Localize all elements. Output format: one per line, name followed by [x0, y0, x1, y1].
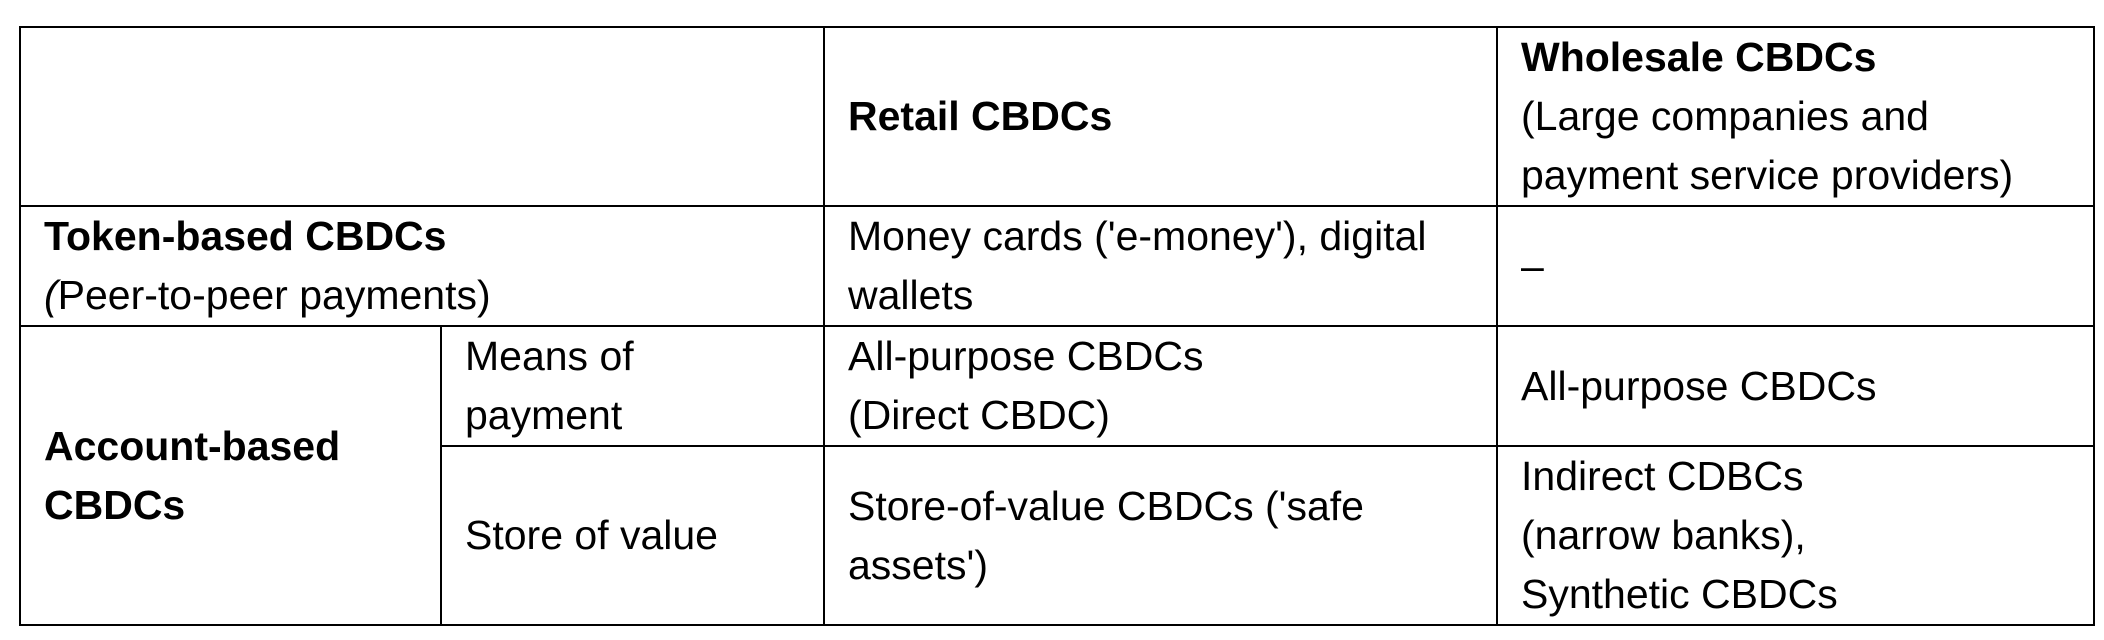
token-based-title: Token-based CBDCs — [44, 213, 447, 259]
means-of-payment-wholesale-cell: All-purpose CBDCs — [1496, 325, 2095, 447]
store-of-value-retail-cell: Store-of-value CBDCs ('safe assets') — [823, 445, 1498, 626]
means-of-payment-line-2: payment — [465, 392, 623, 438]
token-based-subtitle-text: Peer-to-peer payments) — [57, 272, 491, 318]
means-wholesale-text: All-purpose CBDCs — [1521, 362, 1877, 409]
store-of-value-label: Store of value — [465, 512, 718, 558]
store-wholesale-line-1: Indirect CDBCs — [1521, 453, 1804, 499]
wholesale-subtitle-line-1: (Large companies and — [1521, 93, 1929, 139]
retail-cbdcs-heading: Retail CBDCs — [848, 93, 1113, 139]
token-based-label-cell: Token-based CBDCs (Peer-to-peer payments… — [19, 205, 825, 327]
account-store-of-value-row: Store of value Store-of-value CBDCs ('sa… — [20, 445, 2095, 626]
wholesale-cbdcs-heading: Wholesale CBDCs — [1521, 34, 1877, 80]
cbdc-classification-table: Retail CBDCs Wholesale CBDCs (Large comp… — [19, 26, 2095, 626]
token-based-wholesale-cell: – — [1496, 205, 2095, 327]
token-based-subtitle: (Peer-to-peer payments) — [44, 266, 822, 324]
store-retail-line-1: Store-of-value CBDCs ('safe — [848, 482, 1364, 529]
store-retail-line-2: assets') — [848, 541, 988, 588]
token-based-row: Token-based CBDCs (Peer-to-peer payments… — [19, 205, 2095, 327]
token-retail-line-2: wallets — [848, 272, 974, 318]
means-of-payment-label-cell: Means of payment — [440, 325, 825, 447]
header-empty-cell — [19, 26, 825, 207]
header-row: Retail CBDCs Wholesale CBDCs (Large comp… — [19, 26, 2095, 207]
means-retail-line-1: All-purpose CBDCs — [848, 333, 1204, 379]
means-of-payment-retail-cell: All-purpose CBDCs (Direct CBDC) — [823, 325, 1498, 447]
header-wholesale-cell: Wholesale CBDCs (Large companies and pay… — [1496, 26, 2095, 207]
header-retail-cell: Retail CBDCs — [823, 26, 1498, 207]
wholesale-subtitle-line-2: payment service providers) — [1521, 152, 2014, 198]
means-retail-line-2: (Direct CBDC) — [848, 392, 1110, 438]
token-based-subtitle-paren: ( — [44, 272, 58, 318]
account-means-of-payment-row: Account-based CBDCs Means of payment All… — [19, 325, 2095, 626]
store-wholesale-line-2: (narrow banks), — [1521, 512, 1806, 558]
account-based-title-line-2: CBDCs — [44, 481, 186, 528]
means-of-payment-line-1: Means of — [465, 333, 634, 379]
store-of-value-wholesale-cell: Indirect CDBCs (narrow banks), Synthetic… — [1496, 445, 2095, 626]
token-wholesale-dash: – — [1521, 242, 1544, 289]
store-wholesale-line-3: Synthetic CBDCs — [1521, 571, 1838, 617]
account-based-label-cell: Account-based CBDCs — [19, 325, 442, 626]
account-based-title-line-1: Account-based — [44, 422, 341, 469]
token-based-retail-cell: Money cards ('e-money'), digital wallets — [823, 205, 1498, 327]
token-retail-line-1: Money cards ('e-money'), digital — [848, 213, 1427, 259]
store-of-value-label-cell: Store of value — [440, 445, 825, 626]
